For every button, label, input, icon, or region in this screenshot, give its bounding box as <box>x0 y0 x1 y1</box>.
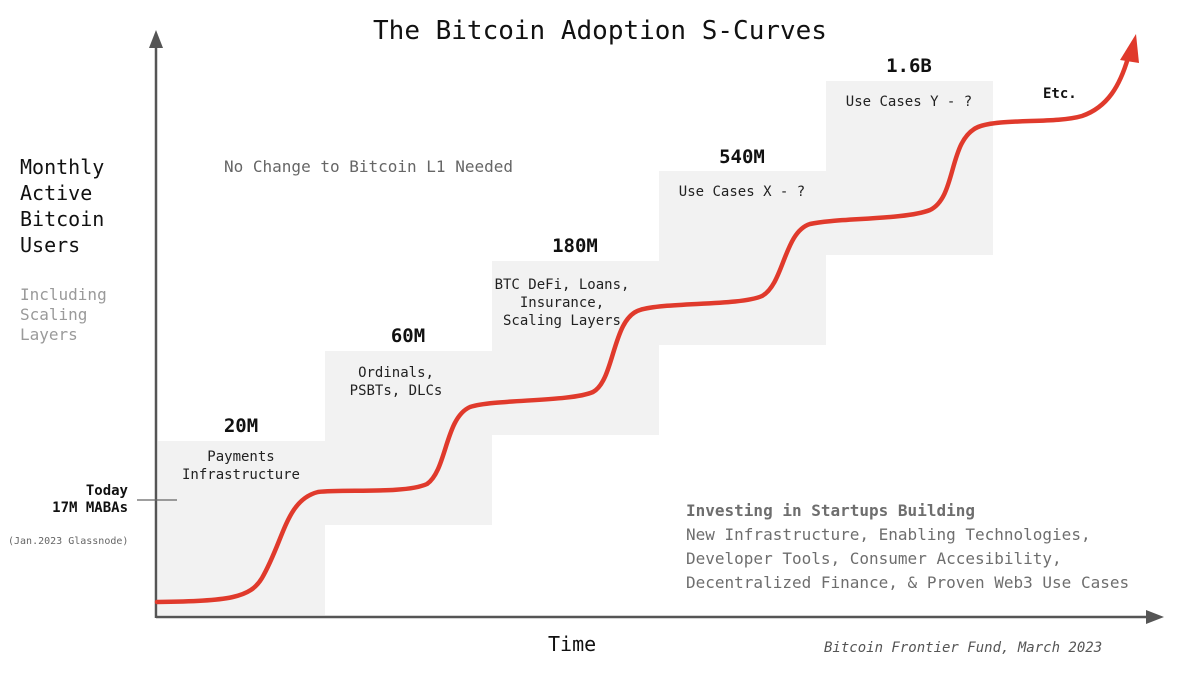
no-change-note: No Change to Bitcoin L1 Needed <box>224 157 513 176</box>
page-title: The Bitcoin Adoption S-Curves <box>373 16 827 46</box>
step-text-line: Insurance, <box>519 295 605 311</box>
axes <box>137 30 1164 624</box>
y-axis-label-line: Monthly <box>20 155 105 179</box>
step-text-180m: BTC DeFi, Loans, Insurance, Scaling Laye… <box>492 276 632 330</box>
step-text-line: Ordinals, <box>358 365 434 381</box>
step-text-line: PSBTs, DLCs <box>349 383 443 399</box>
y-axis-label-line: Bitcoin <box>20 207 105 231</box>
step-value-180m: 180M <box>552 235 598 257</box>
y-axis-sublabel-line: Layers <box>20 325 78 344</box>
investing-line: Decentralized Finance, & Proven Web3 Use… <box>686 573 1130 592</box>
step-text-line: Scaling Layers <box>502 313 621 329</box>
curve-arrowhead <box>1120 34 1139 63</box>
step-text-60m: Ordinals, PSBTs, DLCs <box>325 364 467 400</box>
credit-line: Bitcoin Frontier Fund, March 2023 <box>824 640 1103 656</box>
step-box <box>158 441 325 615</box>
x-axis-label: Time <box>548 632 597 656</box>
step-value-20m: 20M <box>223 415 259 437</box>
step-box <box>492 261 659 435</box>
step-value-60m: 60M <box>390 325 426 347</box>
step-text-20m: Payments Infrastructure <box>158 448 324 484</box>
step-value-540m: 540M <box>719 146 765 168</box>
step-text-line: Infrastructure <box>181 467 300 483</box>
today-marker: Today 17M MABAs <box>52 483 128 517</box>
y-axis-label-line: Users <box>20 233 81 257</box>
y-axis-sublabel-line: Including <box>20 285 107 304</box>
step-text-1-6b: Use Cases Y - ? <box>826 93 992 111</box>
x-axis-arrowhead <box>1146 610 1164 624</box>
adoption-curve <box>154 55 1131 605</box>
step-boxes <box>158 81 993 615</box>
today-value: 17M MABAs <box>52 500 128 516</box>
step-box <box>659 171 826 345</box>
step-box <box>325 351 492 525</box>
step-value-1-6b: 1.6B <box>886 55 932 77</box>
y-axis-arrowhead <box>149 30 163 48</box>
step-text-line: BTC DeFi, Loans, <box>494 277 630 293</box>
y-axis-sublabel-line: Scaling <box>20 305 88 324</box>
today-label: Today <box>85 483 128 499</box>
investing-heading: Investing in Startups Building <box>686 501 975 520</box>
step-text-line: Use Cases X - ? <box>678 184 806 200</box>
etc-label: Etc. <box>1043 86 1077 102</box>
y-axis-label-line: Active <box>20 181 93 205</box>
investing-line: New Infrastructure, Enabling Technologie… <box>686 525 1091 544</box>
investing-line: Developer Tools, Consumer Accesibility, <box>686 549 1062 568</box>
step-text-540m: Use Cases X - ? <box>659 183 825 201</box>
step-text-line: Payments <box>207 449 275 465</box>
y-axis-sublabel: Including Scaling Layers <box>20 285 107 345</box>
step-text-line: Use Cases Y - ? <box>845 94 973 110</box>
y-axis-label: Monthly Active Bitcoin Users <box>20 154 104 258</box>
step-box <box>826 81 993 255</box>
today-source: (Jan.2023 Glassnode) <box>8 536 129 547</box>
